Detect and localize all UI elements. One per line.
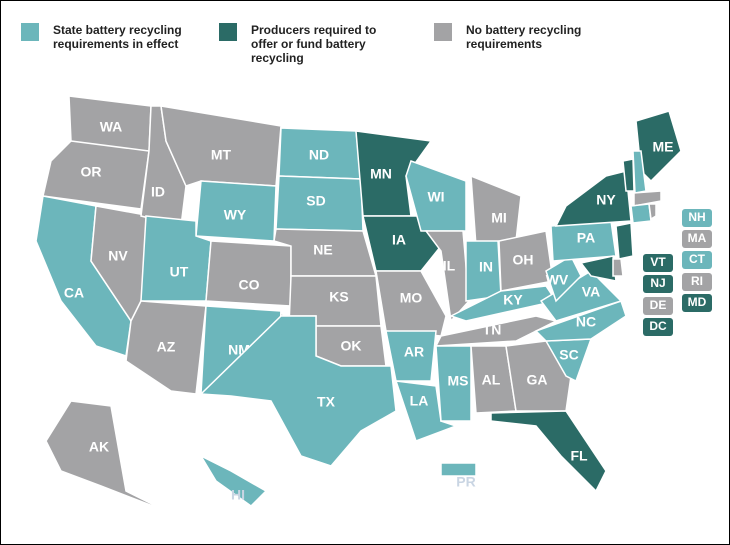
state-shape [612, 258, 624, 277]
state-shape [615, 222, 634, 260]
state-label: DE [650, 298, 667, 312]
state-label: FL [570, 448, 588, 464]
state-label: OH [513, 252, 534, 268]
state-box [643, 254, 673, 272]
state-label: CT [689, 252, 706, 266]
state-shape [440, 462, 477, 477]
state-shape [375, 270, 447, 337]
state-label: TN [483, 322, 502, 338]
state-label: GA [527, 372, 548, 388]
text-line: requirements in effect [53, 37, 178, 51]
state-shape [394, 380, 459, 442]
state-label: AZ [157, 339, 176, 355]
legend-swatch [21, 23, 39, 41]
state-shape [42, 140, 150, 210]
state-label: OR [81, 164, 102, 180]
state-label: NE [313, 242, 332, 258]
text-line: State battery recycling [53, 23, 182, 37]
state-label: NH [688, 210, 705, 224]
state-box [682, 251, 712, 269]
state-shape [490, 410, 607, 493]
state-label: AK [89, 439, 109, 455]
state-label: NJ [650, 276, 665, 290]
state-label: WV [546, 272, 569, 288]
state-label: PR [456, 474, 475, 490]
state-label: LA [410, 393, 429, 409]
state-shape [355, 130, 433, 217]
state-shape [505, 340, 572, 412]
state-label: WI [427, 189, 444, 205]
state-label: MI [491, 210, 507, 226]
state-label: NV [108, 248, 128, 264]
state-label: NY [596, 192, 616, 208]
state-label: ID [151, 184, 165, 200]
state-box [682, 209, 712, 227]
state-shape [435, 345, 472, 422]
state-shape [648, 203, 657, 221]
state-label: IN [479, 259, 493, 275]
state-label: AL [482, 372, 501, 388]
state-label: HI [231, 487, 245, 503]
state-shape [449, 285, 558, 322]
state-label: DC [649, 319, 667, 333]
state-label: NC [576, 314, 596, 330]
state-label: WY [224, 207, 247, 223]
state-shape [579, 255, 617, 282]
state-shape [554, 170, 632, 227]
state-box [682, 273, 712, 291]
state-label: IL [443, 258, 456, 274]
state-label: MO [400, 290, 423, 306]
state-shape [622, 158, 635, 192]
state-label: WA [100, 119, 123, 135]
state-label: RI [691, 274, 703, 288]
state-label: VA [582, 284, 600, 300]
state-label: IA [392, 232, 406, 248]
state-label: ND [309, 147, 329, 163]
state-box [643, 297, 673, 315]
state-label: SC [559, 347, 578, 363]
state-label: MS [448, 373, 469, 389]
state-box [682, 230, 712, 248]
state-label: PA [577, 230, 595, 246]
state-label: VT [650, 255, 666, 269]
text-line: recycling [251, 51, 304, 65]
state-label: OK [341, 338, 362, 354]
legend-label: No battery recycling requirements [466, 23, 581, 51]
text-line: No battery recycling [466, 23, 581, 37]
state-shape [205, 240, 292, 307]
state-label: CO [239, 277, 260, 293]
text-line: Producers required to [251, 23, 376, 37]
state-shape [45, 400, 167, 512]
state-shape [199, 315, 397, 467]
state-label: MA [688, 231, 707, 245]
state-shape [199, 454, 268, 507]
state-box [682, 294, 712, 312]
state-shape [630, 203, 652, 224]
state-label: KS [329, 289, 348, 305]
state-label: ME [653, 139, 674, 155]
text-line: offer or fund battery [251, 37, 366, 51]
state-shape [385, 330, 437, 382]
legend-label: State battery recycling requirements in e… [53, 23, 182, 51]
state-shape [633, 190, 662, 207]
legend-label: Producers required to offer or fund batte… [251, 23, 376, 65]
state-label: MT [211, 147, 232, 163]
state-box [643, 318, 673, 336]
legend-swatch [434, 23, 452, 41]
state-shape [545, 254, 582, 303]
text-line: requirements [466, 37, 542, 51]
state-label: TX [317, 394, 336, 410]
legend-swatch [219, 23, 237, 41]
state-label: CA [64, 285, 84, 301]
state-label: MN [370, 166, 392, 182]
state-label: UT [170, 264, 189, 280]
state-label: MD [688, 295, 707, 309]
state-label: AR [404, 344, 424, 360]
state-label: KY [503, 292, 523, 308]
state-box [643, 275, 673, 293]
state-label: SD [306, 193, 325, 209]
